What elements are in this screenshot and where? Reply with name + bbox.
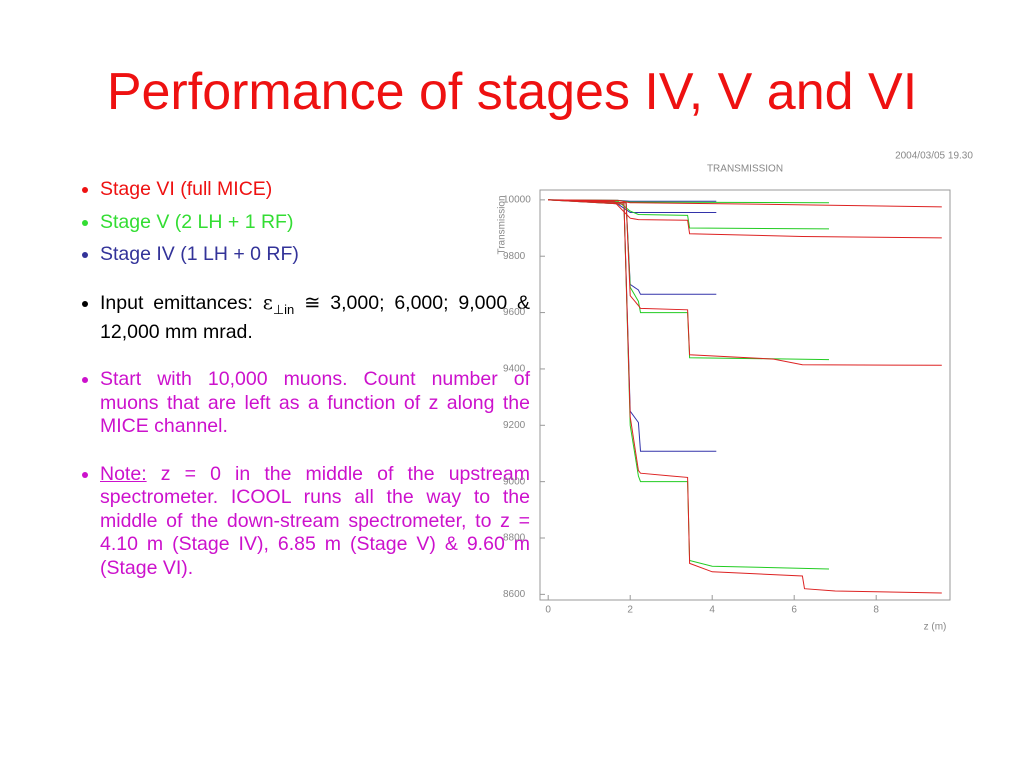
chart-title: TRANSMISSION — [707, 164, 783, 175]
y-tick-label: 9600 — [503, 307, 526, 318]
y-tick-label: 10000 — [503, 195, 531, 206]
data-line — [548, 199, 942, 366]
bullet-list: Stage VI (full MICE) Stage V (2 LH + 1 R… — [62, 178, 530, 589]
data-line — [548, 199, 717, 452]
y-tick-label: 9000 — [503, 476, 526, 487]
text: ≅ 3,000; 6,000; 9,000 & 12,000 mm mrad. — [100, 291, 530, 343]
slide-title: Performance of stages IV, V and VI — [106, 63, 918, 121]
x-tick-label: 6 — [791, 605, 797, 616]
bullet: Stage IV (1 LH + 0 RF) — [100, 243, 530, 267]
text: z = 0 in the middle of the upstream spec… — [100, 462, 530, 579]
timestamp: 2004/03/05 19.30 — [895, 151, 973, 162]
y-tick-label: 8600 — [503, 589, 526, 600]
x-axis-label: z (m) — [924, 622, 947, 633]
data-line — [548, 199, 942, 594]
data-line — [548, 199, 830, 230]
y-axis-label: Transmission — [497, 195, 508, 254]
note-label: Note: — [100, 462, 147, 485]
bullet: Start with 10,000 muons. Count number of… — [100, 368, 530, 439]
data-line — [548, 199, 942, 208]
subscript: ⊥in — [272, 301, 295, 317]
y-tick-label: 9200 — [503, 420, 526, 431]
y-tick-label: 9800 — [503, 251, 526, 262]
plot-frame — [539, 189, 951, 601]
symbol: ε — [262, 290, 273, 314]
x-tick-label: 2 — [627, 605, 633, 616]
x-tick-label: 8 — [873, 605, 879, 616]
text: Input emittances: — [100, 291, 263, 314]
y-tick-label: 8800 — [503, 533, 526, 544]
x-tick-label: 0 — [545, 605, 551, 616]
bullet: Stage V (2 LH + 1 RF) — [100, 211, 530, 235]
y-tick-label: 9400 — [503, 364, 526, 375]
bullet: Stage VI (full MICE) — [100, 178, 530, 202]
x-tick-label: 4 — [709, 605, 715, 616]
bullet: Note: z = 0 in the middle of the upstrea… — [100, 463, 530, 581]
data-line — [548, 199, 717, 295]
bullet: Input emittances: ε⊥in ≅ 3,000; 6,000; 9… — [100, 291, 530, 345]
